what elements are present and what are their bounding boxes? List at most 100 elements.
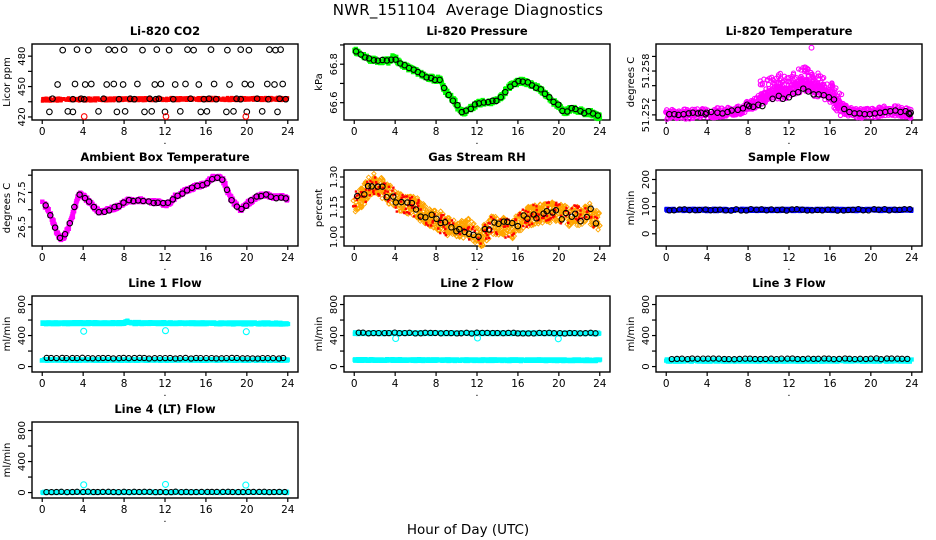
x-tick-label: 8 [745,252,752,264]
x-tick-label: 20 [240,504,253,516]
x-tick-label: 0 [39,504,46,516]
y-tick-label: 0 [641,363,652,369]
x-tick-label: 16 [199,126,213,138]
panel-xlabel: . [787,136,790,144]
x-tick-label: 0 [351,252,358,264]
y-tick-label: 400 [329,326,340,345]
y-tick-label: 200 [641,170,652,189]
x-tick-label: 12 [158,378,171,390]
x-tick-label: 0 [39,252,46,264]
y-tick-label: 1.30 [329,166,340,188]
x-tick-label: 0 [663,252,670,264]
x-tick-label: 4 [392,126,399,138]
hourly-avg-circles [43,354,287,362]
hourly-avg-circles [355,329,599,337]
panel-ylabel: ml/min [2,317,13,352]
x-tick-label: 4 [704,126,711,138]
y-tick-label: 450 [17,77,28,96]
x-tick-label: 12 [782,378,795,390]
y-tick-label: 400 [17,452,28,471]
y-tick-label: 800 [641,295,652,314]
panel-ylabel: degrees C [2,183,13,233]
x-tick-label: 4 [80,378,87,390]
x-tick-label: 8 [121,504,128,516]
hourly-avg-circles [352,48,602,119]
panel-canvas-line3-flow: 0 4 8 12 16 20 24 0 400 800 Line 3 Flow ml/min. [626,276,923,396]
x-tick-label: 16 [511,126,525,138]
minute-data-red [352,176,599,245]
y-tick-label: 800 [329,295,340,314]
x-tick-label: 20 [552,126,565,138]
x-tick-label: 12 [158,252,171,264]
x-tick-label: 24 [281,126,295,138]
panel-xlabel: . [787,388,790,396]
x-tick-label: 8 [121,252,128,264]
x-tick-label: 24 [281,504,295,516]
x-tick-label: 8 [433,252,440,264]
hourly-avg-circles [666,85,914,119]
panel-xlabel: . [475,262,478,270]
panel-xlabel: . [787,262,790,270]
x-tick-label: 4 [704,378,711,390]
x-tick-label: 24 [281,252,295,264]
x-tick-label: 20 [864,252,877,264]
x-tick-label: 8 [433,126,440,138]
y-tick-label: 26.5 [17,216,28,238]
y-tick-label: 400 [17,326,28,345]
hourly-avg-circles [42,174,290,242]
panel-title: Gas Stream RH [428,150,526,164]
x-tick-label: 4 [392,252,399,264]
panel-xlabel: . [163,136,166,144]
panel-ambient-box-temperature: 0 4 8 12 16 20 24 26.5 27.5 Ambient Box Temperatu… [0,144,312,270]
x-tick-label: 20 [240,378,253,390]
panel-canvas-gas-stream-rh: 0 4 8 12 16 20 24 1.00 1.15 1.30 Gas Stream RH perc… [314,150,611,270]
y-tick-label: 0 [329,363,340,369]
hourly-avg-circles [354,182,600,240]
y-tick-label: 1.15 [329,196,340,218]
x-tick-label: 4 [80,252,87,264]
panel-title: Sample Flow [748,150,831,164]
panel-xlabel: . [163,514,166,522]
minute-data [40,173,290,243]
y-tick-label: 51.258 [641,54,652,89]
panel-canvas-li820-pressure: 0 4 8 12 16 20 24 66.6 66.8 Li-820 Pressure kPa. [314,24,611,144]
panel-xlabel: . [475,388,478,396]
zero-cal-circles [80,113,250,120]
sample-minute-data [39,356,290,363]
y-tick-label: 27.5 [17,181,28,203]
x-tick-label: 4 [80,504,87,516]
panel-ylabel: degrees C [626,57,637,107]
x-tick-label: 12 [158,504,171,516]
figure-title: NWR_151104 Average Diagnostics [332,1,604,19]
panel-line2-flow: 0 4 8 12 16 20 24 0 400 800 Line 2 Flow ml/min. [312,270,624,396]
plot-box [31,421,299,499]
x-tick-label: 24 [905,126,919,138]
x-tick-label: 12 [470,126,483,138]
panel-title: Ambient Box Temperature [80,150,250,164]
x-tick-label: 24 [905,252,919,264]
x-tick-label: 12 [782,126,795,138]
cal-spike-circles [80,480,250,489]
panel-li820-co2: 0 4 8 12 16 20 24 420 450 480 Li-820 CO2 Licor ppm. [0,18,312,144]
panel-xlabel: . [475,136,478,144]
x-tick-label: 0 [351,378,358,390]
panel-title: Line 3 Flow [752,276,826,290]
x-tick-label: 16 [823,126,837,138]
x-tick-label: 8 [433,378,440,390]
y-tick-label: 800 [17,421,28,440]
x-tick-label: 20 [552,378,565,390]
x-tick-label: 16 [823,378,837,390]
panel-title: Li-820 CO2 [130,24,200,38]
hourly-avg-circles [43,488,288,496]
y-tick-label: 51.252 [641,97,652,132]
panel-line4-lt-flow: 0 4 8 12 16 20 24 0 400 800 Line 4 (LT) Flow ml/min… [0,396,312,522]
y-tick-label: 400 [641,326,652,345]
x-tick-label: 16 [823,252,837,264]
cal-low-circles [46,108,281,116]
minute-data [350,170,603,250]
line-minute-data [352,330,602,337]
panel-ylabel: ml/min [314,317,325,352]
x-tick-label: 12 [470,252,483,264]
x-tick-label: 0 [351,126,358,138]
x-tick-label: 20 [240,126,253,138]
